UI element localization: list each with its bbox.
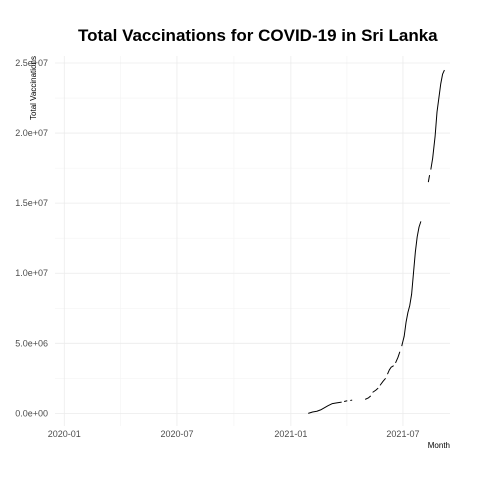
- y-tick-label-2: 1.0e+07: [15, 268, 48, 278]
- y-tick-label-4: 2.0e+07: [15, 128, 48, 138]
- series-line-segment-3: [365, 396, 371, 400]
- x-tick-label-3: 2021-07: [386, 429, 419, 439]
- y-axis-label: Total Vaccinations: [29, 56, 38, 120]
- series-line-segment-5: [380, 378, 386, 385]
- series-line-segment-10: [431, 70, 445, 170]
- y-tick-label-1: 5.0e+06: [15, 338, 48, 348]
- minor-gridlines: [55, 56, 450, 426]
- series-lines: [308, 70, 444, 413]
- x-tick-label-2: 2021-01: [274, 429, 307, 439]
- series-line-segment-9: [428, 175, 429, 182]
- x-axis-label: Month: [428, 441, 450, 450]
- y-tick-label-3: 1.5e+07: [15, 198, 48, 208]
- series-line-segment-0: [308, 402, 341, 413]
- series-line-segment-8: [402, 221, 421, 346]
- series-line-segment-7: [396, 352, 400, 363]
- x-tick-label-1: 2020-07: [160, 429, 193, 439]
- y-tick-label-0: 0.0e+00: [15, 408, 48, 418]
- x-axis-ticks: 2020-01 2020-07 2021-01 2021-07: [48, 429, 420, 439]
- series-line-segment-1: [344, 401, 347, 402]
- series-line-segment-4: [373, 388, 379, 392]
- series-line-segment-6: [387, 366, 393, 374]
- major-gridlines: [55, 56, 450, 426]
- x-tick-label-0: 2020-01: [48, 429, 81, 439]
